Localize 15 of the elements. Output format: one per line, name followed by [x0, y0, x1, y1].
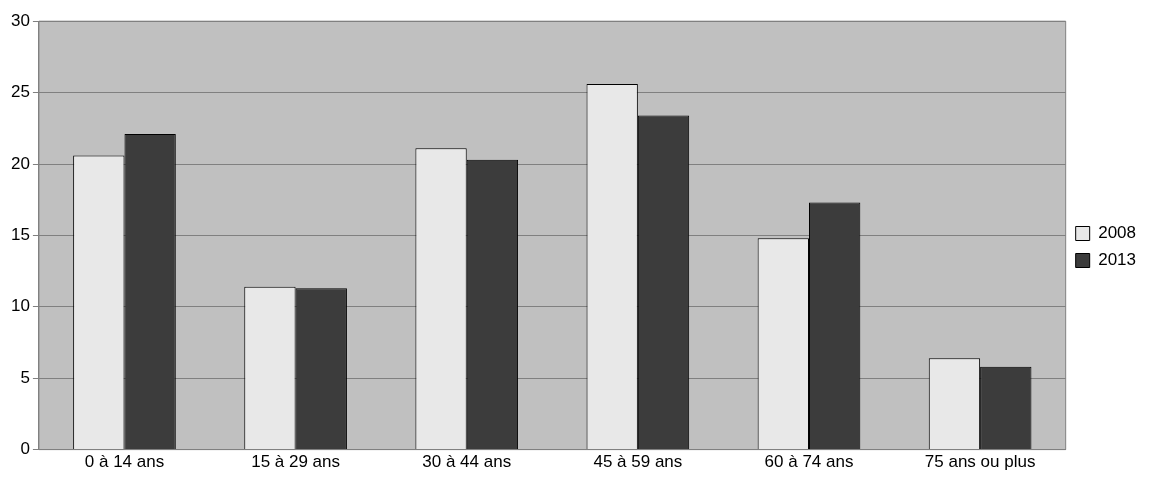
y-tick-label: 0	[20, 439, 30, 459]
x-tick-label: 30 à 44 ans	[422, 452, 512, 472]
x-tick-label: 15 à 29 ans	[251, 452, 341, 472]
y-tick-label: 10	[10, 296, 30, 316]
y-tick-label: 30	[10, 10, 30, 30]
y-tick-label: 15	[10, 225, 30, 245]
x-tick-label: 0 à 14 ans	[84, 452, 165, 472]
x-tick-label: 75 ans ou plus	[924, 452, 1036, 472]
y-tick-label: 5	[20, 367, 30, 387]
legend-label: 2013	[1098, 250, 1137, 270]
y-tick-label: 25	[10, 82, 30, 102]
y-tick-label: 20	[10, 153, 30, 173]
legend-label: 2008	[1098, 223, 1137, 243]
x-tick-label: 60 à 74 ans	[764, 452, 854, 472]
x-tick-label: 45 à 59 ans	[593, 452, 683, 472]
